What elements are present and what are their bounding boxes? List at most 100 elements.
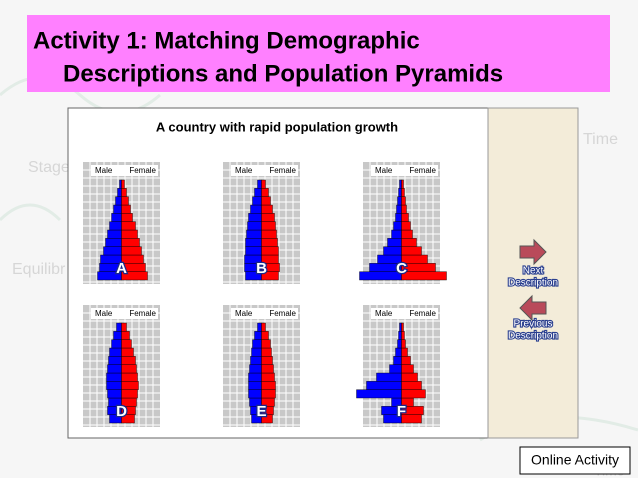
female-bar [121,213,133,222]
female-bar [261,381,276,390]
male-bar [389,364,402,374]
female-bar [261,322,266,332]
female-bar [121,372,138,382]
male-bar [245,238,262,247]
male-bar [117,188,122,197]
male-bar [391,229,402,239]
button-label[interactable]: Description [507,330,559,343]
female-label: Female [409,309,436,318]
female-bar [261,213,275,222]
male-bar [248,381,262,390]
female-bar [261,179,266,189]
male-bar [111,213,122,222]
female-bar [401,213,409,222]
male-bar [111,339,122,349]
male-bar [113,204,122,214]
male-bar [252,196,262,206]
female-bar [121,204,131,214]
male-bar [250,204,262,214]
male-bar [113,331,122,340]
female-bar [121,331,130,340]
female-bar [401,188,405,197]
female-label: Female [129,309,156,318]
title-box [27,15,610,92]
pyramid-letter: D [116,403,127,420]
female-bar [121,196,129,206]
female-bar [121,229,138,239]
male-bar [106,381,122,390]
female-label: Female [269,309,296,318]
male-bar [108,356,122,365]
male-label: Male [95,166,113,175]
male-bar [109,347,122,357]
female-bar [401,322,404,332]
title-line: Activity 1: Matching Demographic [33,27,420,54]
male-bar [257,179,262,189]
bg-label: Stage [28,159,70,176]
female-bar [261,364,274,374]
male-bar [254,331,262,340]
male-bar [397,339,402,349]
female-bar [401,364,414,374]
label-strip [371,165,438,176]
female-bar [121,238,140,247]
female-bar [261,204,273,214]
female-bar [261,389,276,399]
female-bar [261,196,271,206]
female-bar [121,188,127,197]
label-strip [91,308,158,319]
button-label[interactable]: Previous [512,318,553,331]
female-bar [401,381,422,390]
female-bar [261,339,271,349]
footer-box [519,446,631,475]
male-bar [249,364,262,374]
female-bar [401,246,422,256]
male-bar [393,221,402,231]
previous-button[interactable]: Previous Description [507,294,559,343]
title-line: Descriptions and Population Pyramids [63,60,503,87]
male-label: Male [235,166,253,175]
female-bar [261,347,272,357]
female-bar [121,356,136,365]
female-bar [401,347,408,357]
male-bar [376,372,402,382]
next-arrow[interactable] [519,238,547,266]
female-bar [121,389,138,399]
male-label: Male [375,166,393,175]
bg-label: Equilibr [12,261,66,278]
female-bar [401,196,406,206]
female-bar [401,339,406,349]
male-bar [399,322,402,332]
male-bar [107,364,122,374]
male-bar [107,229,122,239]
previous-arrow[interactable] [519,294,547,322]
male-bar [116,322,122,332]
male-bar [356,389,402,399]
male-bar [103,246,122,256]
button-label[interactable]: Next [522,265,545,278]
male-bar [393,356,402,365]
female-bar [261,246,279,256]
male-bar [252,339,262,349]
male-bar [105,238,122,247]
male-label: Male [375,309,393,318]
male-bar [383,246,402,256]
next-button[interactable]: Next Description [507,238,559,290]
female-bar [401,179,404,189]
female-bar [261,229,277,239]
female-label: Female [269,166,296,175]
female-bar [401,221,411,231]
male-bar [396,204,402,214]
female-bar [401,389,426,399]
female-bar [261,372,275,382]
male-bar [119,179,122,189]
female-bar [261,238,278,247]
button-label[interactable]: Description [507,277,559,290]
male-bar [245,246,262,256]
male-bar [109,221,122,231]
male-bar [398,188,402,197]
male-label: Male [95,309,113,318]
male-bar [257,322,262,332]
male-bar [395,213,402,222]
